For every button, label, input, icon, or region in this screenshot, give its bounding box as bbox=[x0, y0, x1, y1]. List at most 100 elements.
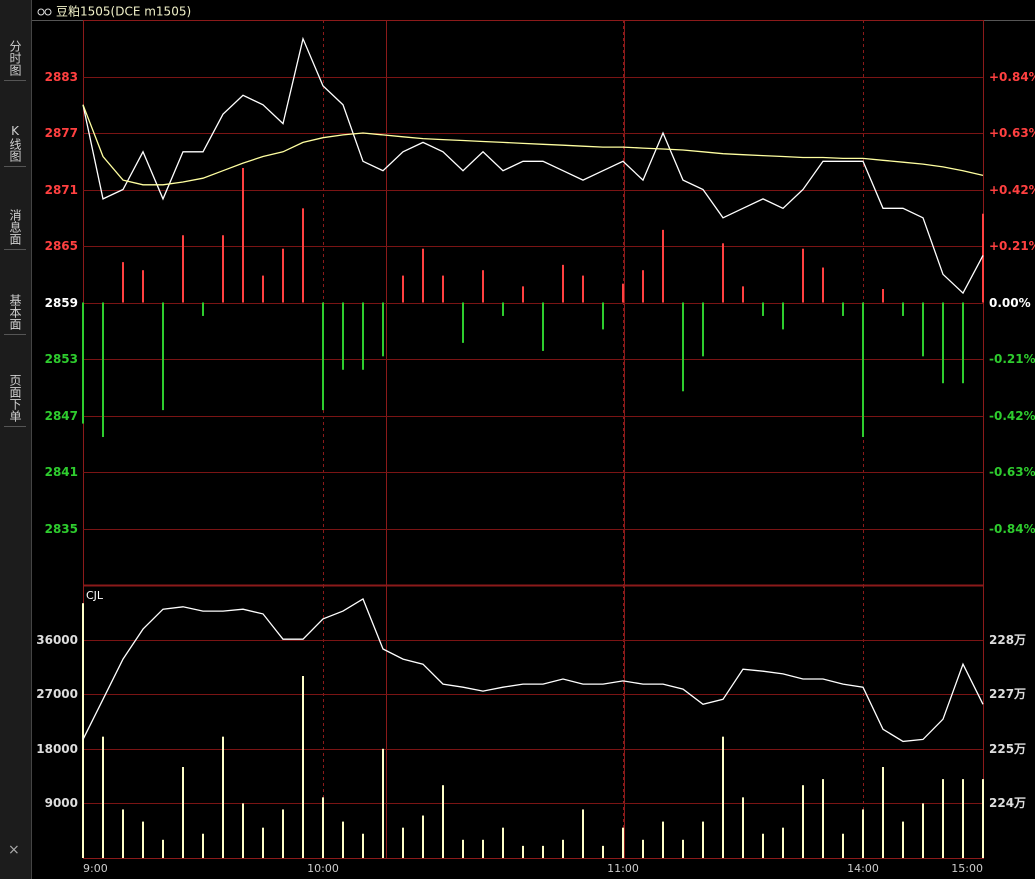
bar bbox=[602, 302, 604, 330]
bar bbox=[402, 275, 404, 303]
bar bbox=[722, 243, 724, 303]
bar bbox=[282, 809, 284, 858]
y-tick-label: 2853 bbox=[45, 352, 78, 366]
x-tick-label: 15:00 bbox=[951, 862, 983, 875]
tab[interactable]: 分时图 bbox=[4, 36, 26, 81]
bar bbox=[542, 845, 544, 858]
bar bbox=[502, 302, 504, 316]
tab[interactable]: K线图 bbox=[4, 120, 26, 167]
bar bbox=[142, 270, 144, 303]
y2-tick-label: 224万 bbox=[989, 796, 1026, 810]
bar bbox=[682, 839, 684, 858]
y2-tick-label: -0.63% bbox=[989, 465, 1035, 479]
y-tick-label: 2877 bbox=[45, 126, 78, 140]
y-tick-label: 9000 bbox=[45, 796, 78, 810]
bar bbox=[122, 809, 124, 858]
bar bbox=[922, 803, 924, 858]
bar bbox=[882, 767, 884, 858]
bar bbox=[362, 833, 364, 858]
bar bbox=[982, 779, 984, 858]
y-tick-label: 2871 bbox=[45, 183, 78, 197]
bar bbox=[82, 302, 84, 424]
bar bbox=[482, 270, 484, 303]
bar bbox=[902, 302, 904, 316]
bar bbox=[242, 167, 244, 303]
bar bbox=[322, 302, 324, 411]
bar bbox=[902, 821, 904, 858]
bar bbox=[742, 797, 744, 858]
window-title: 豆粕1505(DCE m1505) bbox=[56, 4, 191, 19]
bar bbox=[302, 208, 304, 303]
panel-title: CJL bbox=[86, 589, 104, 602]
bar bbox=[562, 839, 564, 858]
bar bbox=[182, 235, 184, 303]
bar bbox=[762, 833, 764, 858]
bar bbox=[162, 302, 164, 411]
bar bbox=[422, 815, 424, 858]
y-tick-label: 2859 bbox=[45, 296, 78, 310]
x-tick-label: 10:00 bbox=[307, 862, 339, 875]
bar bbox=[442, 785, 444, 858]
title-icon bbox=[37, 8, 52, 16]
bar bbox=[982, 213, 984, 303]
bar bbox=[482, 839, 484, 858]
y-tick-label: 27000 bbox=[36, 687, 78, 701]
bar bbox=[422, 248, 424, 303]
line bbox=[82, 36, 984, 295]
line bbox=[82, 598, 984, 743]
bar bbox=[702, 302, 704, 357]
y2-tick-label: 0.00% bbox=[989, 296, 1031, 310]
plot-frame bbox=[83, 20, 984, 859]
line bbox=[82, 104, 984, 186]
bar bbox=[82, 603, 84, 858]
bar bbox=[102, 302, 104, 438]
y2-tick-label: 227万 bbox=[989, 687, 1026, 701]
bar bbox=[782, 302, 784, 330]
bar bbox=[342, 302, 344, 370]
bar bbox=[262, 827, 264, 858]
bar bbox=[782, 827, 784, 858]
bar bbox=[162, 839, 164, 858]
bar bbox=[222, 736, 224, 858]
tab[interactable]: 基本面 bbox=[4, 290, 26, 335]
close-button[interactable]: × bbox=[8, 842, 20, 858]
bar bbox=[382, 302, 384, 357]
y2-tick-label: -0.84% bbox=[989, 522, 1035, 536]
bar bbox=[402, 827, 404, 858]
tab[interactable]: 消息面 bbox=[4, 205, 26, 250]
bar bbox=[122, 262, 124, 303]
bar bbox=[862, 809, 864, 858]
bar bbox=[542, 302, 544, 351]
bar bbox=[222, 235, 224, 303]
bar bbox=[382, 748, 384, 858]
y2-tick-label: +0.84% bbox=[989, 70, 1035, 84]
bar bbox=[582, 809, 584, 858]
bar bbox=[702, 821, 704, 858]
bar bbox=[202, 302, 204, 316]
bar bbox=[182, 767, 184, 858]
bar bbox=[582, 275, 584, 303]
bar bbox=[942, 302, 944, 384]
bar bbox=[662, 229, 664, 303]
sidebar: 分时图 K线图 消息面 基本面 页面下单 × bbox=[0, 0, 32, 879]
bar bbox=[842, 302, 844, 316]
bar bbox=[302, 676, 304, 858]
y-tick-label: 2865 bbox=[45, 239, 78, 253]
bar bbox=[602, 845, 604, 858]
bar bbox=[462, 302, 464, 343]
y2-tick-label: +0.42% bbox=[989, 183, 1035, 197]
bar bbox=[522, 845, 524, 858]
tab[interactable]: 页面下单 bbox=[4, 370, 26, 427]
bar bbox=[442, 275, 444, 303]
bar bbox=[502, 827, 504, 858]
bar bbox=[362, 302, 364, 370]
bar bbox=[802, 248, 804, 303]
bar bbox=[822, 267, 824, 303]
y-tick-label: 18000 bbox=[36, 742, 78, 756]
bar bbox=[662, 821, 664, 858]
bar bbox=[262, 275, 264, 303]
bar bbox=[722, 736, 724, 858]
bar bbox=[462, 839, 464, 858]
y-tick-label: 2835 bbox=[45, 522, 78, 536]
y2-tick-label: 225万 bbox=[989, 742, 1026, 756]
